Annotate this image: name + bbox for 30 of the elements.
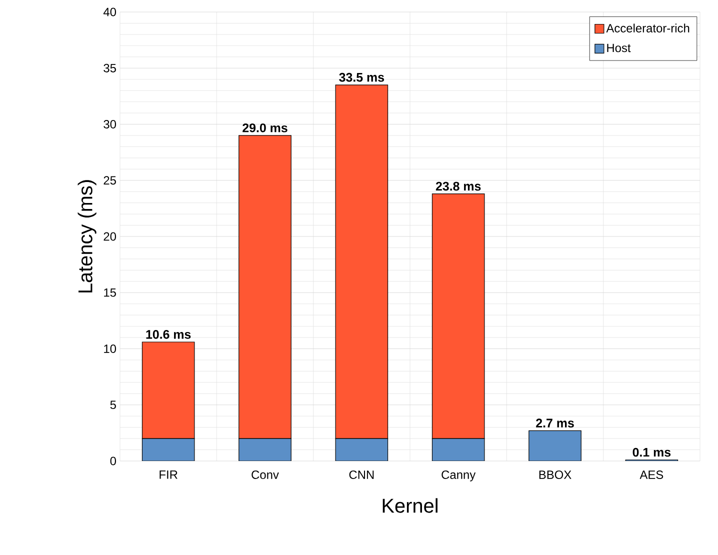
bar — [528, 430, 582, 461]
x-tick-label: Conv — [252, 470, 279, 479]
y-tick-label: 35 — [104, 64, 116, 72]
legend-label: Host — [607, 44, 631, 52]
y-axis-title: Latency (ms) — [78, 180, 96, 292]
x-tick-label: FIR — [160, 470, 178, 479]
x-tick-label: BBOX — [539, 470, 572, 479]
y-tick-label: 30 — [104, 120, 116, 128]
bar — [335, 438, 388, 461]
x-tick-label: AES — [640, 470, 664, 479]
x-axis-title: Kernel — [382, 498, 438, 513]
y-tick-label: 15 — [104, 288, 116, 297]
y-tick-label: 40 — [103, 8, 116, 16]
y-tick-label: 0 — [110, 456, 116, 466]
y-tick-label: 25 — [104, 176, 116, 185]
total-label: 33.5 ms — [339, 72, 384, 82]
total-label: 29.0 ms — [242, 123, 288, 132]
bar — [142, 438, 195, 461]
total-label: 0.1 ms — [632, 448, 671, 457]
bar — [238, 438, 292, 461]
total-label: 2.7 ms — [536, 418, 574, 428]
legend-label: Accelerator-rich — [606, 24, 690, 32]
total-label: 23.8 ms — [436, 182, 481, 191]
y-tick-label: 10 — [104, 344, 116, 353]
y-tick-label: 5 — [110, 400, 116, 410]
bar — [432, 438, 485, 461]
x-tick-label: CNN — [349, 470, 374, 479]
x-tick-label: Canny — [442, 470, 476, 482]
total-label: 10.6 ms — [146, 330, 191, 339]
y-tick-label: 20 — [104, 232, 116, 241]
